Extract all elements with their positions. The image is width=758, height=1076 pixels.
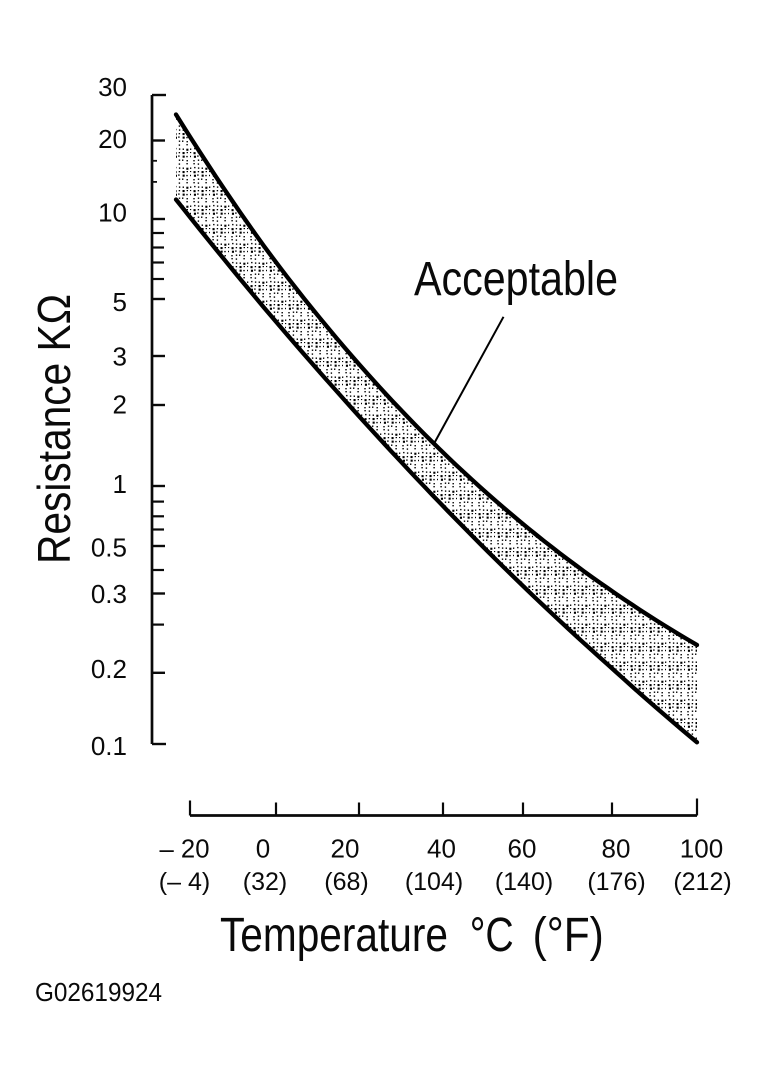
svg-text:0.1: 0.1	[91, 731, 127, 761]
svg-text:20: 20	[331, 834, 360, 864]
svg-text:(32): (32)	[243, 868, 287, 896]
svg-text:G02619924: G02619924	[35, 977, 162, 1007]
svg-text:0.5: 0.5	[91, 533, 127, 563]
svg-text:40: 40	[427, 834, 456, 864]
svg-text:(68): (68)	[324, 868, 368, 896]
svg-text:Temperature: Temperature	[220, 909, 448, 962]
svg-text:10: 10	[98, 198, 127, 228]
svg-text:Resistance KΩ: Resistance KΩ	[28, 294, 80, 564]
svg-text:(104): (104)	[405, 868, 463, 896]
svg-text:60: 60	[508, 834, 537, 864]
svg-text:2: 2	[113, 390, 127, 420]
svg-text:1: 1	[113, 469, 127, 499]
svg-text:(212): (212)	[673, 868, 731, 896]
svg-text:0: 0	[256, 834, 270, 864]
svg-text:30: 30	[98, 72, 127, 102]
svg-text:Acceptable: Acceptable	[414, 253, 618, 306]
svg-text:0.2: 0.2	[91, 654, 127, 684]
svg-text:100: 100	[680, 834, 723, 864]
svg-text:°C: °C	[470, 909, 514, 962]
svg-text:3: 3	[113, 342, 127, 372]
svg-text:(– 4): (– 4)	[159, 868, 210, 896]
svg-text:20: 20	[98, 124, 127, 154]
svg-text:(°F): (°F)	[533, 909, 604, 962]
svg-text:– 20: – 20	[160, 834, 210, 864]
svg-text:5: 5	[113, 287, 127, 317]
svg-text:0.3: 0.3	[91, 579, 127, 609]
svg-text:(176): (176)	[587, 868, 645, 896]
svg-text:80: 80	[602, 834, 631, 864]
svg-text:(140): (140)	[495, 868, 553, 896]
